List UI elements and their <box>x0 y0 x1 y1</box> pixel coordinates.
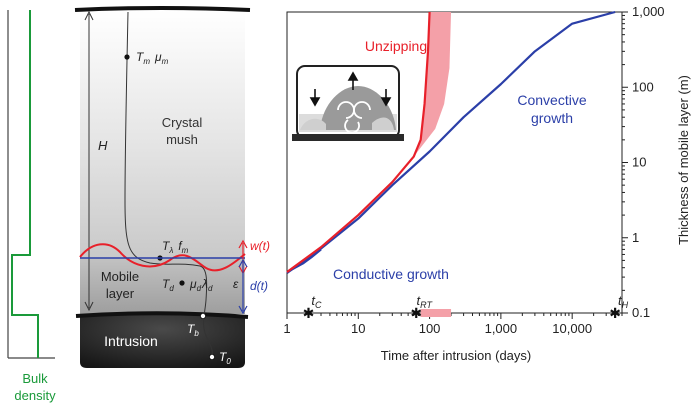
y-tick-label: 1,000 <box>632 4 665 19</box>
marker-star: ✱ <box>609 306 621 322</box>
convective-annotation-2: growth <box>531 110 573 126</box>
density-label-2: density <box>14 388 56 403</box>
epsilon-label: ε <box>233 277 239 291</box>
x-tick-label: 100 <box>419 321 441 336</box>
marker-label: tC <box>311 293 322 310</box>
crystal-mush-region <box>80 10 245 258</box>
mobile-layer-label-1: Mobile <box>101 269 139 284</box>
conductive-annotation: Conductive growth <box>333 266 449 282</box>
marker-star: ✱ <box>410 306 422 322</box>
point-Tb <box>199 312 206 319</box>
density-panel: Bulk density <box>7 10 56 403</box>
unzipping-annotation: Unzipping <box>365 38 427 54</box>
y-axis-label: Thickness of mobile layer (m) <box>676 75 691 245</box>
point-Tm <box>124 54 130 60</box>
roof-boundary <box>74 6 251 12</box>
Td-label: Td <box>162 277 174 293</box>
point-T0 <box>208 353 215 360</box>
series-unzipping <box>286 11 431 273</box>
mobile-layer-label-2: layer <box>106 286 135 301</box>
mu-lambda-label: μdλd <box>189 277 213 293</box>
y-tick-label: 100 <box>632 79 654 94</box>
column-schematic: H Crystal mush Mobile layer Intrusion Tm… <box>74 6 270 368</box>
intrusion-label: Intrusion <box>104 333 158 349</box>
y-tick-label: 10 <box>632 155 646 170</box>
mobile-layer-region <box>80 258 245 314</box>
unzipping-front-wave <box>79 243 246 272</box>
Tm-label: Tm μm <box>136 50 169 66</box>
x-tick-label: 1,000 <box>485 321 518 336</box>
density-profile <box>11 10 39 358</box>
y-tick-label: 1 <box>632 230 639 245</box>
x-tick-label: 10,000 <box>552 321 592 336</box>
crystal-mush-label-1: Crystal <box>162 115 203 130</box>
x-tick-label: 10 <box>351 321 365 336</box>
wt-label: w(t) <box>250 239 270 253</box>
point-Td <box>179 280 185 286</box>
series-convective-growth <box>286 10 616 274</box>
T0-label: T0 <box>219 350 231 366</box>
x-axis-label: Time after intrusion (days) <box>381 348 532 363</box>
density-label-1: Bulk <box>22 371 48 386</box>
marker-star: ✱ <box>303 306 315 322</box>
height-label: H <box>98 138 108 153</box>
x-tick-label: 1 <box>283 321 290 336</box>
temperature-profile <box>124 11 213 357</box>
y-tick-label: 0.1 <box>632 305 650 320</box>
convective-annotation-1: Convective <box>517 92 586 108</box>
Tb-label: Tb <box>187 322 199 338</box>
convection-cell-icon <box>292 65 404 141</box>
Tlambda-label: Tλ fm <box>162 239 189 255</box>
intrusion-boundary <box>75 311 249 319</box>
dt-label: d(t) <box>250 279 268 293</box>
rt-band <box>420 309 452 317</box>
crystal-mush-label-2: mush <box>166 132 198 147</box>
marker-label: tH <box>618 293 629 310</box>
marker-label: tRT <box>417 293 434 310</box>
